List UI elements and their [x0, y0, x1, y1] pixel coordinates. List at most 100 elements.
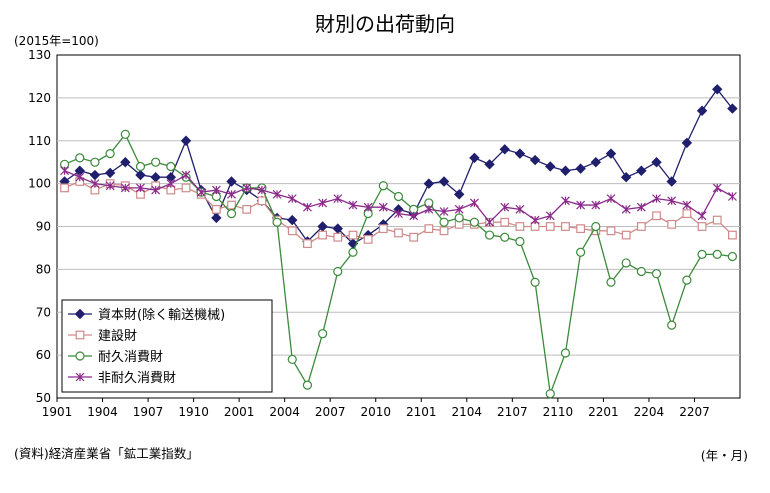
data-point: [545, 389, 555, 399]
data-point: [348, 230, 358, 240]
y-tick-label: 50: [36, 391, 51, 405]
y-tick-label: 130: [28, 48, 51, 62]
data-point: [348, 200, 358, 210]
data-point: [469, 198, 479, 208]
data-point: [105, 181, 115, 191]
data-point: [697, 211, 707, 221]
legend-label: 耐久消費財: [98, 350, 163, 365]
data-point: [712, 249, 722, 259]
data-point: [226, 209, 237, 219]
data-point: [424, 204, 434, 214]
data-point: [75, 172, 85, 182]
data-point: [394, 209, 403, 219]
y-tick-label: 70: [36, 305, 51, 319]
data-point: [545, 211, 555, 221]
data-point: [651, 156, 662, 168]
series-3: [59, 129, 738, 399]
data-point: [120, 156, 131, 168]
data-point: [500, 232, 510, 242]
series-4: [60, 166, 737, 227]
data-point: [636, 222, 646, 231]
data-point: [333, 266, 343, 277]
y-tick-label: 80: [36, 262, 51, 276]
data-point: [363, 202, 373, 212]
data-point: [196, 187, 206, 197]
data-point: [697, 249, 707, 259]
data-point: [166, 179, 176, 189]
data-point: [712, 84, 723, 95]
data-point: [75, 351, 85, 361]
data-point: [303, 202, 312, 212]
data-point: [287, 214, 298, 226]
data-point: [652, 194, 661, 204]
data-point: [727, 103, 738, 114]
x-tick-label: 1904: [87, 405, 118, 419]
data-point: [439, 207, 449, 216]
data-point: [287, 226, 297, 236]
data-point: [484, 230, 495, 240]
data-point: [697, 222, 707, 231]
data-point: [666, 176, 677, 187]
data-point: [166, 161, 176, 172]
data-point: [75, 372, 85, 382]
data-point: [211, 204, 221, 214]
data-point: [499, 144, 510, 155]
data-point: [120, 183, 130, 193]
data-point: [469, 152, 480, 164]
data-point: [135, 169, 146, 181]
x-tick-label: 2204: [634, 405, 665, 419]
data-point: [682, 200, 692, 210]
data-point: [454, 204, 464, 214]
x-tick-label: 2010: [360, 405, 391, 419]
data-point: [636, 266, 646, 277]
data-point: [728, 230, 737, 240]
data-point: [287, 354, 297, 365]
data-point: [303, 239, 312, 249]
data-point: [591, 221, 601, 232]
data-point: [90, 179, 100, 189]
data-point: [211, 185, 221, 195]
x-tick-label: 2110: [543, 405, 574, 419]
data-point: [151, 185, 161, 195]
data-point: [318, 198, 328, 208]
data-point: [211, 212, 222, 224]
data-point: [682, 275, 692, 285]
data-point: [652, 211, 661, 221]
data-point: [560, 348, 571, 358]
data-point: [727, 192, 737, 201]
data-point: [409, 211, 419, 221]
data-point: [242, 204, 252, 214]
y-unit-label: (2015年=100): [14, 34, 99, 48]
data-point: [120, 129, 130, 139]
data-point: [409, 232, 419, 242]
data-point: [667, 320, 677, 330]
y-tick-label: 100: [28, 177, 51, 191]
data-point: [378, 181, 388, 191]
data-point: [636, 165, 647, 176]
data-point: [318, 329, 328, 339]
data-point: [545, 161, 556, 172]
data-point: [530, 215, 540, 225]
data-point: [181, 170, 191, 180]
data-point: [393, 191, 404, 202]
data-point: [333, 194, 343, 204]
data-point: [227, 200, 236, 210]
data-point: [257, 185, 267, 195]
data-point: [575, 163, 586, 174]
data-point: [621, 258, 631, 268]
data-point: [423, 178, 435, 189]
x-tick-label: 2004: [269, 405, 300, 419]
data-point: [514, 148, 526, 159]
y-tick-label: 90: [36, 220, 51, 234]
x-tick-label: 2001: [224, 405, 255, 419]
data-point: [378, 224, 388, 234]
data-point: [712, 183, 722, 193]
data-point: [105, 149, 115, 159]
data-point: [75, 330, 85, 340]
data-point: [272, 189, 282, 199]
data-point: [485, 217, 494, 227]
x-tick-label: 2207: [679, 405, 710, 419]
data-point: [515, 204, 525, 214]
